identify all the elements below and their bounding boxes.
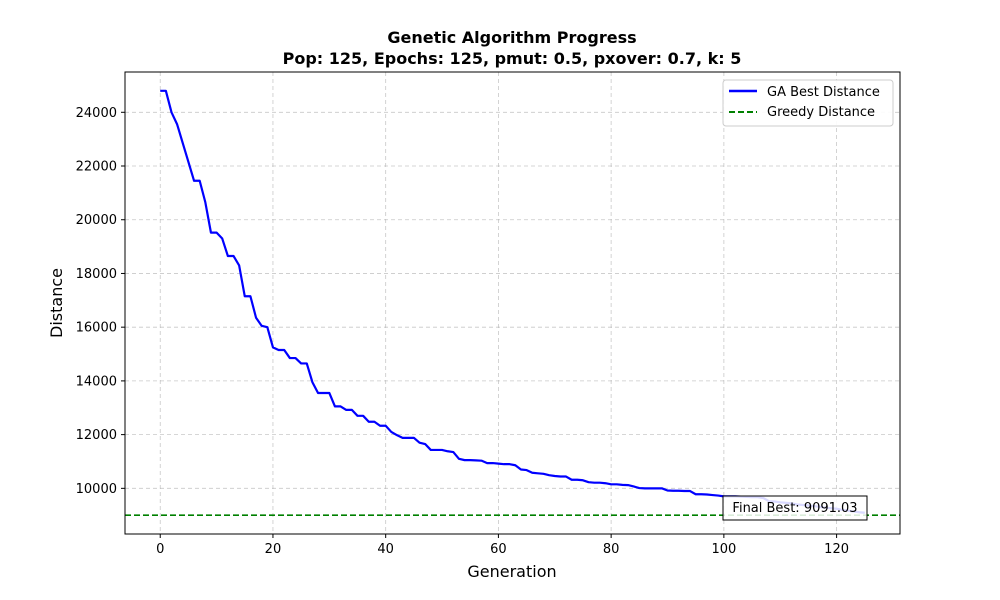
x-tick-label: 0 (156, 542, 164, 557)
final-best-annotation: Final Best: 9091.03 (722, 495, 868, 521)
legend-box (722, 79, 894, 127)
y-tick-label: 20000 (76, 213, 117, 228)
x-axis-label: Generation (467, 562, 556, 581)
y-tick-label: 10000 (76, 482, 117, 497)
x-axis-ticks: 0 20 40 60 80 100 120 (156, 534, 849, 557)
legend-label-ga: GA Best Distance (767, 85, 880, 100)
y-axis-ticks: 10000 12000 14000 16000 18000 20000 22000 24000 (76, 106, 125, 497)
grid (125, 72, 900, 534)
x-tick-label: 100 (711, 542, 736, 557)
y-tick-label: 16000 (76, 321, 117, 336)
y-tick-label: 22000 (76, 160, 117, 175)
ga-series (160, 89, 865, 514)
legend-label-greedy: Greedy Distance (767, 105, 875, 120)
x-tick-label: 20 (265, 542, 282, 557)
x-tick-label: 60 (490, 542, 507, 557)
y-axis-label: Distance (47, 268, 66, 338)
x-tick-label: 40 (377, 542, 394, 557)
annotation-box (722, 495, 868, 521)
chart-subtitle: Pop: 125, Epochs: 125, pmut: 0.5, pxover… (283, 49, 742, 68)
x-tick-label: 120 (824, 542, 849, 557)
y-tick-label: 24000 (76, 106, 117, 121)
chart-title: Genetic Algorithm Progress (387, 28, 636, 47)
x-tick-label: 80 (603, 542, 620, 557)
y-tick-label: 12000 (76, 428, 117, 443)
legend: GA Best Distance Greedy Distance (722, 79, 894, 127)
y-tick-label: 14000 (76, 374, 117, 389)
annotation-text: Final Best: 9091.03 (732, 501, 857, 516)
y-tick-label: 18000 (76, 267, 117, 282)
ga-best-distance-line (160, 89, 865, 514)
plot-frame (124, 71, 901, 535)
